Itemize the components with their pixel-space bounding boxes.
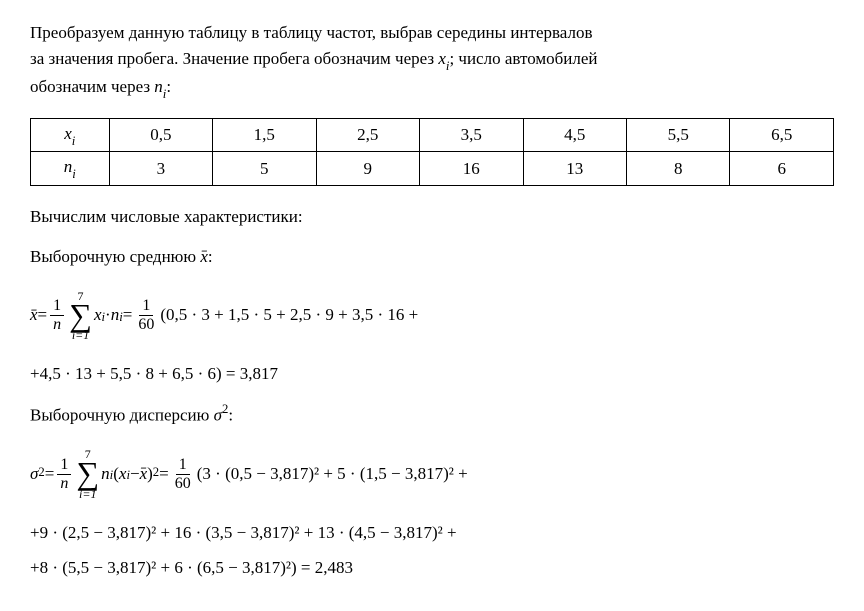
intro-paragraph: Преобразуем данную таблицу в таблицу час… — [30, 20, 834, 103]
xi-cell: 6,5 — [730, 118, 834, 152]
xi-header: xi — [31, 118, 110, 152]
formula-variance-line3: +8 · (5,5 − 3,817)² + 6 · (6,5 − 3,817)²… — [30, 555, 834, 581]
frac-den: n — [57, 475, 71, 493]
equals: = — [38, 302, 48, 328]
xi-cell: 2,5 — [316, 118, 419, 152]
xbar-lhs: x — [30, 302, 38, 328]
frac-den: n — [50, 316, 64, 334]
xi-cell: 0,5 — [109, 118, 212, 152]
frac-num: 1 — [50, 297, 64, 316]
ni-cell: 3 — [109, 152, 212, 186]
table-row: xi 0,5 1,5 2,5 3,5 4,5 5,5 6,5 — [31, 118, 834, 152]
sigma-bot: i=1 — [79, 488, 96, 500]
xbar-term: x — [140, 461, 148, 487]
sigma-bot: i=1 — [72, 329, 89, 341]
expr-l1: (3 · (0,5 − 3,817)² + 5 · (1,5 − 3,817)²… — [197, 461, 468, 487]
formula-variance: σ2 = 1 n 7 ∑ i=1 ni (xi − x )2 = 1 60 (3… — [30, 448, 834, 499]
ni-cell: 16 — [420, 152, 523, 186]
sigma-sup: 2 — [222, 402, 228, 416]
sigma-lhs: σ — [30, 461, 38, 487]
minus: − — [130, 461, 140, 487]
equals2: = — [159, 461, 169, 487]
intro-ni: n — [154, 77, 163, 96]
equals: = — [45, 461, 55, 487]
formula-mean-line2: +4,5 · 13 + 5,5 · 8 + 6,5 · 6) = 3,817 — [30, 361, 834, 387]
ni-header: ni — [31, 152, 110, 186]
xi-cell: 5,5 — [627, 118, 730, 152]
xi-cell: 4,5 — [523, 118, 626, 152]
section-variance: Выборочную дисперсию σ2: — [30, 401, 834, 428]
sigma-sum: 7 ∑ i=1 — [69, 290, 92, 341]
xi-cell: 1,5 — [213, 118, 316, 152]
ni-term: n — [111, 302, 120, 328]
xi-cell: 3,5 — [420, 118, 523, 152]
table-row: ni 3 5 9 16 13 8 6 — [31, 152, 834, 186]
section-calc: Вычислим числовые характеристики: — [30, 204, 834, 230]
frac-den: 60 — [135, 316, 157, 334]
xbar-symbol: x — [200, 244, 208, 270]
mean-label: Выборочную среднюю — [30, 247, 200, 266]
sigma-sup: 2 — [38, 463, 44, 482]
intro-line2-p1: за значения пробега. Значение пробега об… — [30, 49, 438, 68]
xi-sub: i — [126, 466, 130, 485]
sigma-sum: 7 ∑ i=1 — [76, 448, 99, 499]
frequency-table: xi 0,5 1,5 2,5 3,5 4,5 5,5 6,5 ni 3 5 9 … — [30, 118, 834, 186]
formula-mean: x = 1 n 7 ∑ i=1 xi · ni = 1 60 (0,5 · 3 … — [30, 290, 834, 341]
frac-1-n: 1 n — [50, 297, 64, 333]
intro-line2-p2: ; число автомобилей — [449, 49, 597, 68]
frac-num: 1 — [57, 456, 71, 475]
intro-line3-p1: обозначим через — [30, 77, 154, 96]
frac-1-n: 1 n — [57, 456, 71, 492]
frac-num: 1 — [176, 456, 190, 475]
ni-cell: 8 — [627, 152, 730, 186]
frac-num: 1 — [139, 297, 153, 316]
xi-term: x — [119, 461, 127, 487]
ni-sub: i — [110, 466, 114, 485]
sigma-sym: σ — [214, 406, 222, 425]
mean-colon: : — [208, 247, 213, 266]
intro-ni-sub: i — [163, 87, 167, 101]
ni-term: n — [101, 461, 110, 487]
intro-xi: x — [438, 49, 446, 68]
ni-cell: 5 — [213, 152, 316, 186]
equals2: = — [123, 302, 133, 328]
intro-line1: Преобразуем данную таблицу в таблицу час… — [30, 23, 593, 42]
frac-den: 60 — [172, 475, 194, 493]
sq-sup: 2 — [153, 463, 159, 482]
sigma-symbol: ∑ — [76, 460, 99, 487]
sigma-symbol: ∑ — [69, 302, 92, 329]
ni-cell: 13 — [523, 152, 626, 186]
variance-colon: : — [228, 406, 233, 425]
xi-term: x — [94, 302, 102, 328]
frac-1-60: 1 60 — [135, 297, 157, 333]
expr-part1: (0,5 · 3 + 1,5 · 5 + 2,5 · 9 + 3,5 · 16 … — [160, 302, 418, 328]
frac-1-60: 1 60 — [172, 456, 194, 492]
ni-sub: i — [119, 308, 123, 327]
ni-cell: 9 — [316, 152, 419, 186]
ni-cell: 6 — [730, 152, 834, 186]
variance-label: Выборочную дисперсию — [30, 406, 214, 425]
section-mean: Выборочную среднюю x: — [30, 244, 834, 270]
xi-sub: i — [102, 308, 106, 327]
intro-xi-sub: i — [446, 59, 450, 73]
formula-variance-line2: +9 · (2,5 − 3,817)² + 16 · (3,5 − 3,817)… — [30, 520, 834, 546]
intro-colon: : — [166, 77, 171, 96]
